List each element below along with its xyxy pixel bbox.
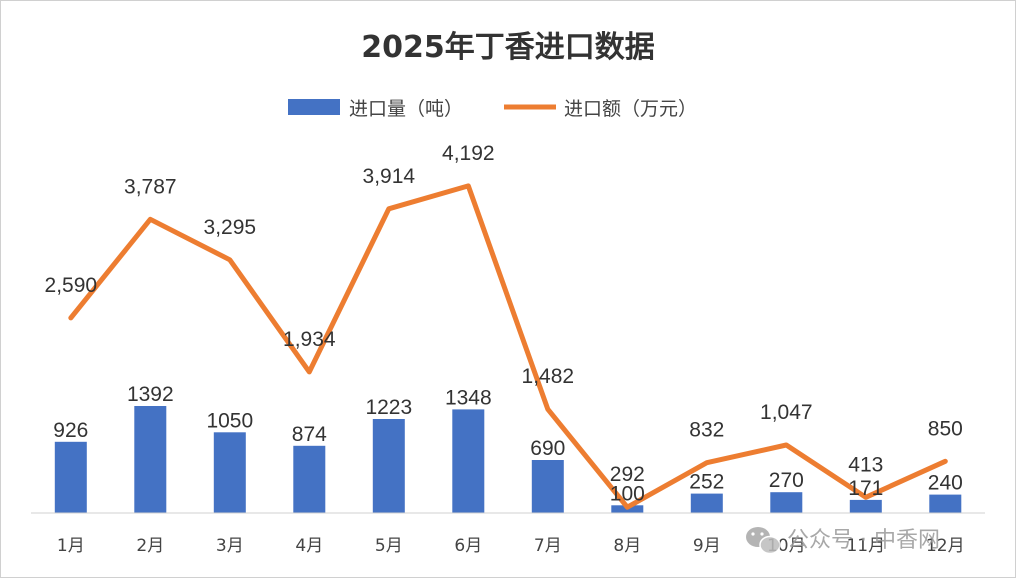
- chart-title: 2025年丁香进口数据: [361, 30, 655, 65]
- line-label-8: 292: [610, 463, 645, 486]
- bar-11: [849, 499, 882, 513]
- x-tick-7: 7月: [534, 536, 562, 556]
- x-tick-9: 9月: [693, 536, 721, 556]
- line-label-11: 413: [848, 453, 883, 476]
- bar-series: [54, 406, 962, 513]
- x-tick-11: 11月: [846, 536, 885, 556]
- x-tick-5: 5月: [375, 536, 403, 556]
- bar-label-11: 171: [848, 477, 883, 500]
- x-tick-4: 4月: [295, 536, 323, 556]
- line-label-10: 1,047: [760, 401, 813, 424]
- line-label-7: 1,482: [522, 365, 575, 388]
- watermark-text: 公众号 · 中香网: [787, 528, 940, 553]
- wechat-icon: [746, 527, 781, 555]
- bar-label-2: 1392: [127, 383, 174, 406]
- bar-9: [690, 493, 723, 513]
- bar-6: [452, 409, 485, 513]
- legend-label-value: 进口额（万元）: [564, 98, 697, 120]
- x-axis-ticks: 1月 2月 3月 4月 5月 6月 7月 8月 9月 10月 11月 12月: [57, 536, 965, 556]
- line-label-2: 3,787: [124, 175, 177, 198]
- bar-label-5: 1223: [365, 396, 412, 419]
- line-data-labels: 2,590 3,787 3,295 1,934 3,914 4,192 1,482 292 83…: [45, 142, 963, 486]
- bar-label-8: 100: [610, 482, 645, 505]
- x-tick-2: 2月: [136, 536, 164, 556]
- x-tick-8: 8月: [613, 536, 641, 556]
- value-line: [68, 183, 948, 510]
- bar-12: [929, 494, 962, 513]
- x-tick-12: 12月: [926, 536, 965, 556]
- line-series: [68, 183, 948, 510]
- legend-label-volume: 进口量（吨）: [349, 98, 463, 120]
- bar-7: [531, 460, 564, 513]
- bar-label-4: 874: [292, 423, 327, 446]
- bar-label-6: 1348: [445, 386, 492, 409]
- bar-label-7: 690: [530, 437, 565, 460]
- bar-label-3: 1050: [206, 409, 253, 432]
- bar-3: [213, 432, 246, 513]
- bar-label-10: 270: [769, 469, 804, 492]
- line-label-9: 832: [689, 419, 724, 442]
- line-label-4: 1,934: [283, 328, 336, 351]
- bar-2: [134, 406, 167, 513]
- legend-swatch-volume: [288, 99, 340, 115]
- bar-data-labels: 926 1392 1050 874 1223 1348 690 100 252 270 171 240: [53, 383, 963, 505]
- bar-1: [54, 441, 87, 513]
- legend: 进口量（吨） 进口额（万元）: [288, 98, 697, 120]
- bar-5: [372, 419, 405, 513]
- bar-label-1: 926: [53, 419, 88, 442]
- x-tick-6: 6月: [454, 536, 482, 556]
- bar-4: [293, 445, 326, 513]
- line-label-12: 850: [928, 417, 963, 440]
- bar-10: [770, 492, 803, 513]
- line-label-1: 2,590: [45, 274, 98, 297]
- bar-label-9: 252: [689, 471, 724, 494]
- x-tick-3: 3月: [216, 536, 244, 556]
- line-label-5: 3,914: [363, 165, 416, 188]
- x-tick-1: 1月: [57, 536, 85, 556]
- line-label-6: 4,192: [442, 142, 495, 165]
- bar-label-12: 240: [928, 472, 963, 495]
- watermark: 公众号 · 中香网: [746, 527, 940, 555]
- line-label-3: 3,295: [204, 216, 257, 239]
